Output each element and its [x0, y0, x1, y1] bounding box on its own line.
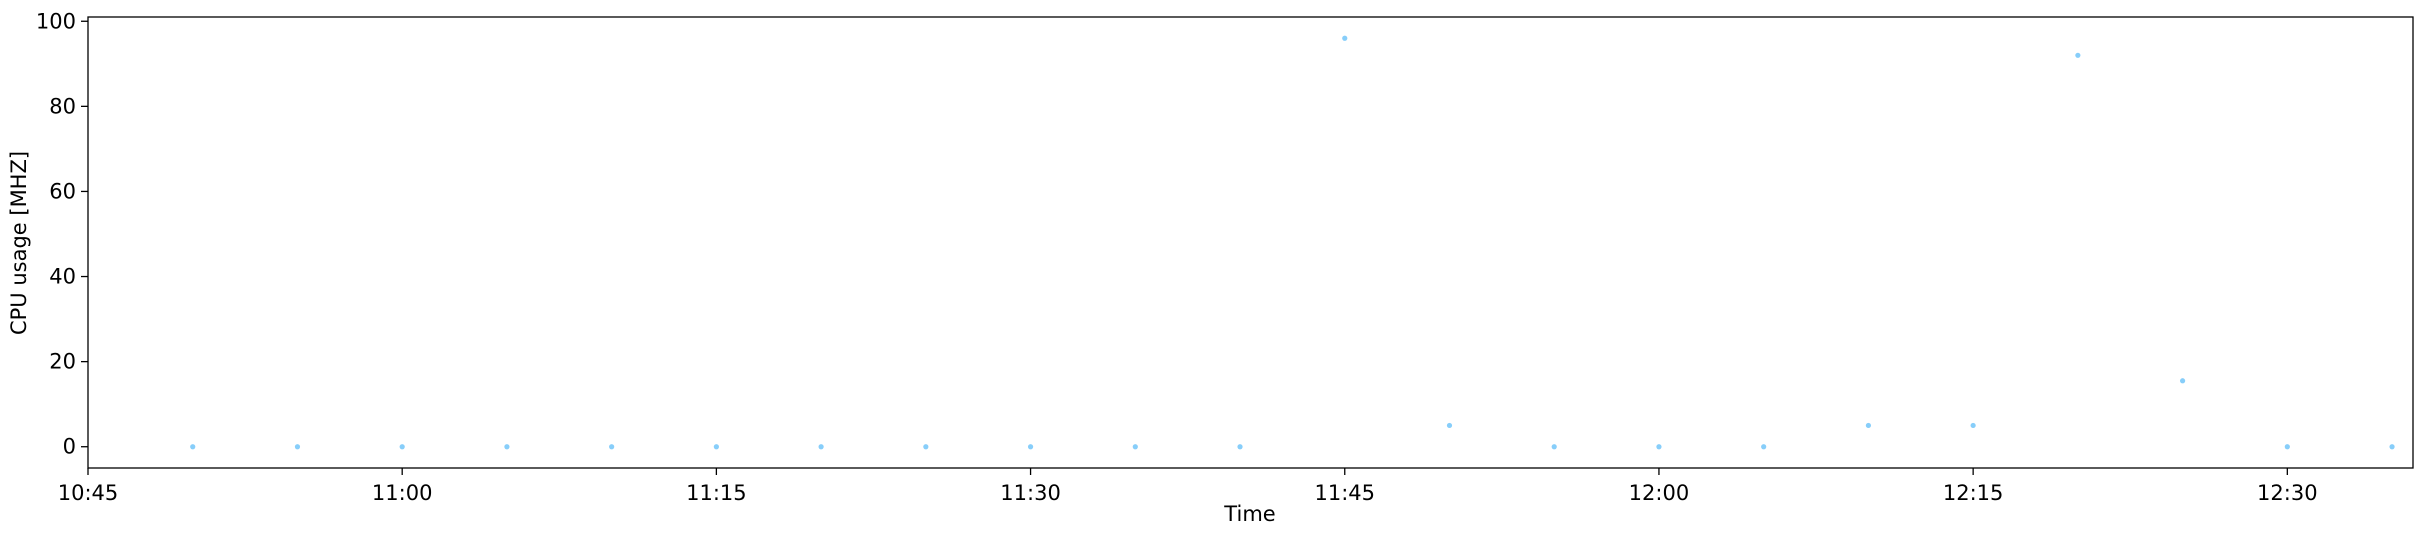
y-axis-ticks: 0 20 40 60 80 100 [36, 9, 88, 459]
data-point [294, 444, 301, 450]
data-point [1656, 444, 1662, 450]
data-point [609, 444, 615, 450]
data-point [1446, 422, 1453, 429]
y-tick-label: 20 [49, 350, 76, 374]
x-tick-label: 12:15 [1943, 481, 2004, 505]
data-points [190, 35, 2395, 450]
x-tick-label: 11:45 [1314, 481, 1375, 505]
data-point [2389, 444, 2395, 450]
data-point [1865, 422, 1872, 429]
data-point [1132, 444, 1138, 450]
x-axis-ticks: 10:45 11:00 11:15 11:30 11:45 12:00 12:15 12:30 [58, 468, 2318, 505]
x-tick-label: 11:15 [686, 481, 747, 505]
data-point [818, 444, 824, 450]
data-point [190, 444, 196, 450]
x-tick-label: 12:00 [1629, 481, 1690, 505]
y-tick-label: 100 [36, 9, 76, 33]
y-tick-label: 60 [49, 179, 76, 203]
data-point [504, 444, 510, 450]
data-point [399, 444, 405, 450]
data-point [1027, 444, 1034, 450]
data-point [2075, 52, 2081, 58]
y-tick-label: 0 [63, 435, 76, 459]
data-point [1551, 444, 1557, 450]
x-axis-label: Time [1223, 502, 1275, 526]
data-point [1761, 444, 1767, 450]
plot-area [87, 16, 2414, 469]
data-point [2179, 378, 2186, 384]
x-tick-label: 11:00 [372, 481, 433, 505]
y-tick-label: 80 [49, 94, 76, 118]
data-point [1237, 444, 1243, 450]
x-tick-label: 10:45 [58, 481, 119, 505]
y-tick-label: 40 [49, 265, 76, 289]
data-point [1342, 35, 1348, 41]
data-point [2284, 444, 2290, 450]
y-axis-label: CPU usage [MHZ] [7, 151, 31, 335]
x-tick-label: 12:30 [2257, 481, 2318, 505]
data-point [1970, 422, 1976, 429]
data-point [923, 444, 929, 450]
x-tick-label: 11:30 [1000, 481, 1061, 505]
data-point [713, 444, 719, 450]
